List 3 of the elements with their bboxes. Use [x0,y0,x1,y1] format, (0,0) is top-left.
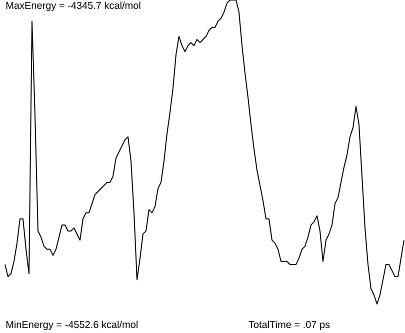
text: TotalTime = .07 ps [248,320,330,330]
text: MinEnergy = -4552.6 kcal/mol [6,320,138,330]
annotation: MaxEnergy = -4345.7 kcal/mol [6,2,140,11]
